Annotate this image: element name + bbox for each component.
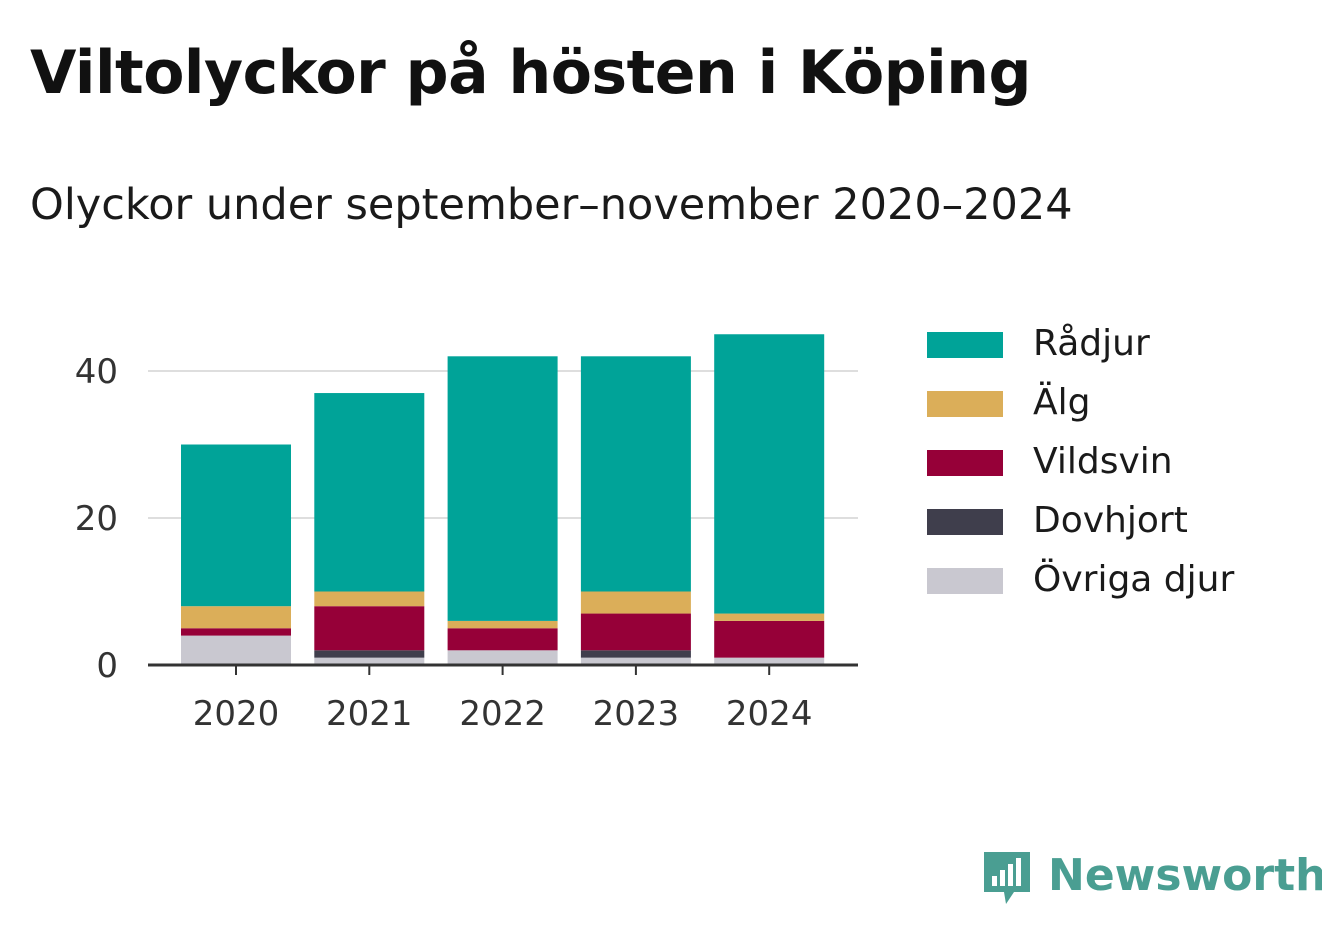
- legend-label: Älg: [1033, 382, 1091, 423]
- bar-2022-övriga-djur: [447, 650, 558, 665]
- bar-2021-vildsvin: [314, 606, 425, 651]
- bar-2020-övriga-djur: [181, 635, 291, 665]
- brand-name: Newsworthy: [1048, 850, 1322, 901]
- legend-label: Vildsvin: [1033, 441, 1173, 482]
- bar-2021-rådjur: [314, 393, 425, 592]
- y-tick-label-20: 20: [75, 499, 118, 539]
- y-tick-label-0: 0: [96, 646, 118, 686]
- bar-2022-vildsvin: [447, 628, 558, 651]
- bar-2021-älg: [314, 591, 425, 607]
- x-tick-label-2021: 2021: [326, 694, 413, 734]
- x-tick-label-2020: 2020: [193, 694, 280, 734]
- bar-2023-dovhjort: [580, 650, 691, 658]
- legend-label: Dovhjort: [1033, 500, 1188, 541]
- legend-swatch: [927, 332, 1003, 358]
- legend-swatch: [927, 509, 1003, 535]
- legend-swatch: [927, 568, 1003, 594]
- bar-2023-rådjur: [580, 356, 691, 592]
- x-tick-label-2022: 2022: [459, 694, 546, 734]
- axes: 0 20 40 2020 2021 2022 2023 2024: [75, 352, 858, 734]
- bar-2020-vildsvin: [181, 628, 291, 636]
- y-tick-label-40: 40: [75, 352, 118, 392]
- bar-2021-dovhjort: [314, 650, 425, 658]
- legend-label: Rådjur: [1033, 323, 1150, 364]
- bar-2023-vildsvin: [580, 613, 691, 651]
- x-tick-label-2024: 2024: [726, 694, 813, 734]
- bar-2024-vildsvin: [714, 620, 825, 658]
- legend-swatch: [927, 391, 1003, 417]
- legend-label: Övriga djur: [1033, 559, 1235, 600]
- chart-title: Viltolyckor på hösten i Köping: [30, 38, 1031, 108]
- bars: [181, 334, 825, 665]
- bar-2024-älg: [714, 613, 825, 621]
- bar-2020-rådjur: [181, 444, 291, 607]
- bar-2020-älg: [181, 606, 291, 629]
- bar-2024-rådjur: [714, 334, 825, 614]
- bar-chart-speech-bubble-icon: [984, 852, 1030, 904]
- legend-swatch: [927, 450, 1003, 476]
- chart-subtitle: Olyckor under september–november 2020–20…: [30, 180, 1073, 230]
- bar-2024-övriga-djur: [714, 657, 825, 665]
- newsworthy-logo[interactable]: Newsworthy: [980, 848, 1322, 910]
- bar-2023-älg: [580, 591, 691, 614]
- x-tick-label-2023: 2023: [593, 694, 680, 734]
- bar-2021-övriga-djur: [314, 657, 425, 665]
- bar-2022-älg: [447, 620, 558, 629]
- bar-2022-rådjur: [447, 356, 558, 621]
- bar-2023-övriga-djur: [580, 657, 691, 665]
